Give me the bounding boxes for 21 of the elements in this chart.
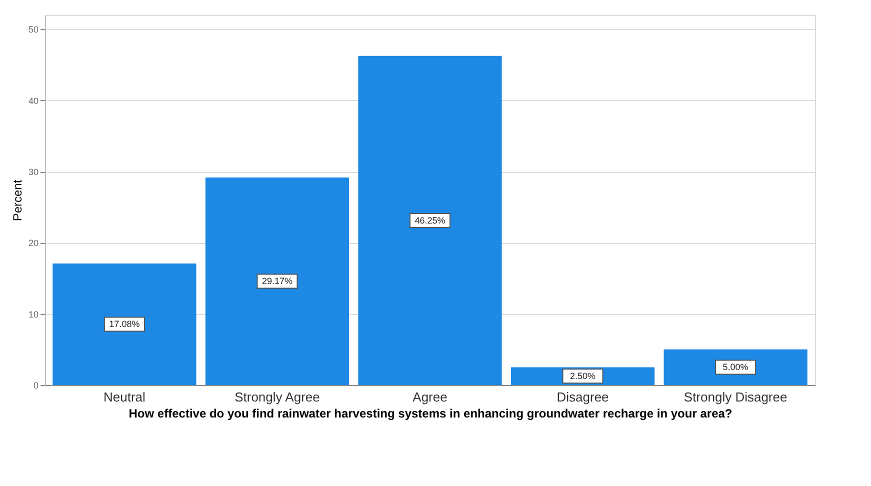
y-axis-title: Percent (10, 179, 24, 222)
y-tick-label: 10 (28, 309, 38, 320)
data-label: 17.08% (109, 319, 140, 330)
x-axis-title: How effective do you find rainwater harvesting systems in enhancing groundwater recharge in your area? (128, 406, 732, 420)
data-label: 46.25% (414, 215, 446, 226)
bar (358, 56, 502, 385)
y-tick-label: 40 (28, 96, 38, 106)
y-tick-label: 30 (28, 167, 38, 178)
data-label: 2.50% (570, 371, 596, 382)
data-label: 29.17% (262, 276, 292, 286)
y-tick-label: 20 (28, 238, 38, 248)
data-label: 5.00% (722, 362, 748, 372)
bar (205, 177, 350, 385)
y-tick-label: 50 (28, 24, 38, 35)
y-tick-label: 0 (33, 380, 38, 390)
bar (52, 263, 196, 385)
x-tick-label: Strongly Agree (234, 390, 320, 404)
x-tick-label: Strongly Disagree (684, 390, 788, 404)
x-tick-label: Disagree (556, 390, 609, 404)
x-tick-label: Agree (412, 390, 448, 404)
x-tick-label: Neutral (103, 390, 146, 404)
